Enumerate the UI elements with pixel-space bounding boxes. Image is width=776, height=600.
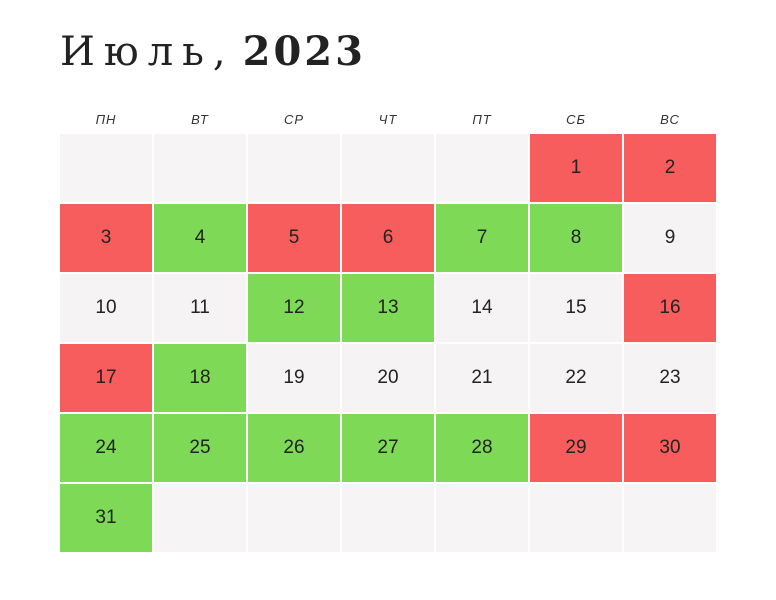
day-cell-6[interactable]: 6 (342, 204, 434, 272)
day-cell-16[interactable]: 16 (624, 274, 716, 342)
day-number: 20 (377, 367, 399, 388)
empty-day-cell (436, 484, 528, 552)
day-number: 22 (565, 367, 587, 388)
day-number: 21 (471, 367, 493, 388)
day-cell-22[interactable]: 22 (530, 344, 622, 412)
day-number: 18 (189, 367, 211, 388)
day-cell-3[interactable]: 3 (60, 204, 152, 272)
calendar-grid: 1 2 3 4 5 6 7 8 9 10 11 12 13 14 15 16 17 18 19 20 21 22 23 24 2… (60, 134, 716, 552)
day-cell-9[interactable]: 9 (624, 204, 716, 272)
day-cell-19[interactable]: 19 (248, 344, 340, 412)
day-number: 26 (283, 437, 305, 458)
day-cell-24[interactable]: 24 (60, 414, 152, 482)
empty-day-cell (530, 484, 622, 552)
day-cell-26[interactable]: 26 (248, 414, 340, 482)
day-number: 29 (565, 437, 587, 458)
day-number: 13 (377, 297, 399, 318)
day-number: 16 (659, 297, 681, 318)
day-cell-11[interactable]: 11 (154, 274, 246, 342)
day-number: 23 (659, 367, 681, 388)
calendar-title: Июль, 2023 (60, 28, 366, 75)
day-cell-29[interactable]: 29 (530, 414, 622, 482)
day-cell-25[interactable]: 25 (154, 414, 246, 482)
day-number: 6 (382, 227, 394, 248)
weekday-thu: ЧТ (378, 112, 398, 127)
weekday-header-row: ПН ВТ СР ЧТ ПТ СБ ВС (60, 112, 718, 127)
day-cell-5[interactable]: 5 (248, 204, 340, 272)
day-number: 31 (95, 507, 117, 528)
day-cell-2[interactable]: 2 (624, 134, 716, 202)
empty-day-cell (342, 484, 434, 552)
day-number: 28 (471, 437, 493, 458)
day-cell-28[interactable]: 28 (436, 414, 528, 482)
day-number: 9 (664, 227, 676, 248)
weekday-sun: ВС (660, 112, 680, 127)
day-number: 14 (471, 297, 493, 318)
day-number: 11 (190, 297, 210, 318)
empty-day-cell (154, 134, 246, 202)
day-cell-23[interactable]: 23 (624, 344, 716, 412)
day-cell-13[interactable]: 13 (342, 274, 434, 342)
weekday-mon: ПН (95, 112, 117, 127)
day-cell-7[interactable]: 7 (436, 204, 528, 272)
day-number: 3 (100, 227, 112, 248)
day-number: 12 (283, 297, 305, 318)
month-label: Июль, (60, 29, 235, 75)
weekday-fri: ПТ (472, 112, 492, 127)
empty-day-cell (248, 134, 340, 202)
day-number: 25 (189, 437, 211, 458)
day-cell-8[interactable]: 8 (530, 204, 622, 272)
day-cell-10[interactable]: 10 (60, 274, 152, 342)
day-cell-17[interactable]: 17 (60, 344, 152, 412)
day-cell-4[interactable]: 4 (154, 204, 246, 272)
day-cell-15[interactable]: 15 (530, 274, 622, 342)
day-cell-30[interactable]: 30 (624, 414, 716, 482)
weekday-tue: ВТ (191, 112, 209, 127)
empty-day-cell (154, 484, 246, 552)
day-number: 2 (664, 157, 676, 178)
day-number: 7 (476, 227, 488, 248)
day-number: 10 (95, 297, 117, 318)
weekday-sat: СБ (566, 112, 586, 127)
weekday-wed: СР (283, 112, 305, 127)
day-cell-1[interactable]: 1 (530, 134, 622, 202)
empty-day-cell (436, 134, 528, 202)
day-number: 5 (288, 227, 300, 248)
empty-day-cell (342, 134, 434, 202)
day-number: 30 (659, 437, 681, 458)
day-number: 15 (565, 297, 587, 318)
day-number: 1 (570, 157, 582, 178)
day-number: 17 (95, 367, 117, 388)
empty-day-cell (60, 134, 152, 202)
year-label: 2023 (242, 28, 366, 75)
day-number: 19 (283, 367, 305, 388)
day-cell-20[interactable]: 20 (342, 344, 434, 412)
empty-day-cell (248, 484, 340, 552)
day-number: 8 (570, 227, 582, 248)
day-number: 27 (377, 437, 399, 458)
day-cell-14[interactable]: 14 (436, 274, 528, 342)
day-cell-27[interactable]: 27 (342, 414, 434, 482)
day-cell-31[interactable]: 31 (60, 484, 152, 552)
day-number: 4 (194, 227, 206, 248)
empty-day-cell (624, 484, 716, 552)
day-cell-12[interactable]: 12 (248, 274, 340, 342)
day-cell-18[interactable]: 18 (154, 344, 246, 412)
day-number: 24 (95, 437, 117, 458)
day-cell-21[interactable]: 21 (436, 344, 528, 412)
